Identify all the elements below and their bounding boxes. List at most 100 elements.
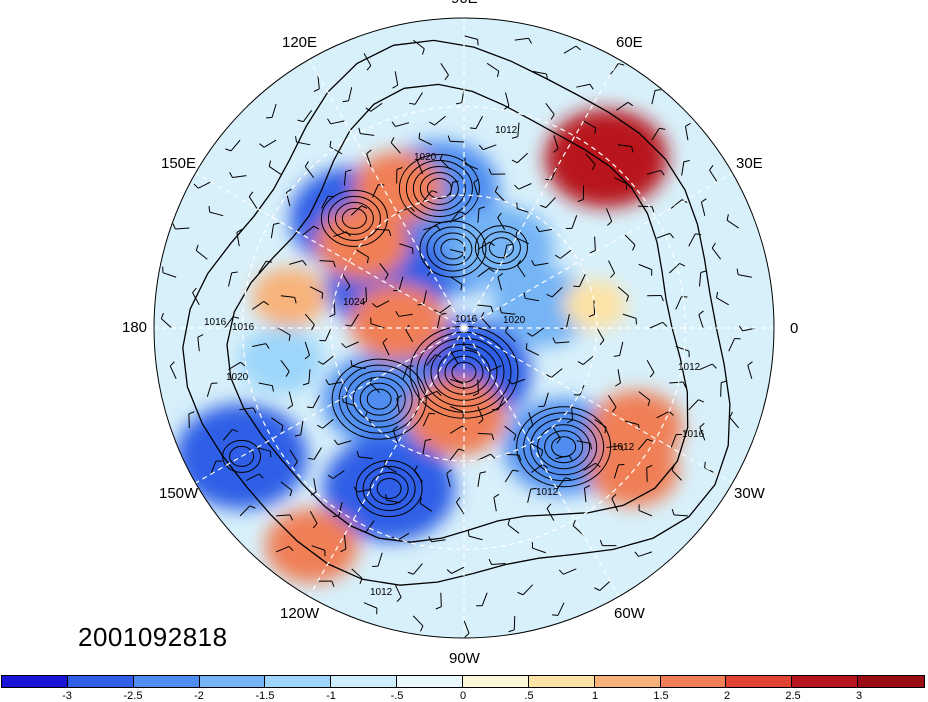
wind-barb-176 bbox=[606, 445, 624, 452]
contour-label-4: 1020 bbox=[503, 315, 526, 326]
wind-barb-288 bbox=[499, 306, 516, 315]
wind-barb-132 bbox=[360, 520, 375, 533]
wind-barb-104 bbox=[646, 464, 653, 482]
wind-barb-170 bbox=[419, 497, 432, 512]
wind-barb-66 bbox=[599, 539, 617, 547]
wind-barb-297 bbox=[472, 379, 479, 397]
contour-label-6: 1016 bbox=[204, 317, 227, 328]
contour-label-11: 1012 bbox=[678, 362, 701, 373]
wind-barb-63 bbox=[476, 592, 488, 607]
isobar-ring-2-1 bbox=[440, 238, 466, 260]
contour-label-9: 1016 bbox=[682, 429, 705, 440]
wind-barb-12 bbox=[313, 74, 320, 92]
meridian-10 bbox=[463, 327, 620, 597]
wind-barb-138 bbox=[583, 485, 591, 503]
wind-barb-54 bbox=[197, 334, 204, 352]
wind-barb-39 bbox=[681, 160, 690, 176]
wind-barb-142 bbox=[669, 381, 687, 388]
wind-barb-136 bbox=[507, 518, 520, 534]
wind-barb-286 bbox=[507, 378, 526, 385]
wind-barb-23 bbox=[275, 545, 294, 553]
contour-label-2: 1024 bbox=[343, 297, 366, 308]
wind-barb-68 bbox=[671, 464, 683, 481]
isobar-ring-6-3 bbox=[362, 466, 416, 512]
lon-label-90w: 90W bbox=[449, 650, 480, 667]
wind-barb-21 bbox=[210, 460, 222, 475]
isobar-ring-6-1 bbox=[376, 478, 402, 500]
wind-barb-78 bbox=[583, 120, 597, 134]
isobar-ring-0-3 bbox=[412, 165, 466, 211]
wind-barb-149 bbox=[577, 185, 585, 203]
colorbar bbox=[1, 675, 925, 688]
wind-barb-251 bbox=[477, 206, 485, 223]
isobar-ring-6-4 bbox=[355, 460, 423, 518]
wind-barb-262 bbox=[422, 412, 436, 427]
wind-barb-156 bbox=[366, 149, 372, 168]
wind-barb-186 bbox=[514, 183, 532, 190]
timestamp-label: 2001092818 bbox=[78, 622, 228, 652]
wind-barb-163 bbox=[280, 359, 290, 377]
wind-barb-4 bbox=[684, 122, 691, 141]
wind-barb-53 bbox=[192, 287, 200, 306]
wind-barb-181 bbox=[617, 286, 630, 302]
contour-label-7: 1016 bbox=[232, 322, 255, 333]
wind-barb-300 bbox=[480, 312, 491, 329]
wind-barb-281 bbox=[402, 365, 414, 380]
wind-barb-7 bbox=[563, 45, 581, 54]
wind-barb-31 bbox=[634, 551, 653, 557]
wind-barb-232 bbox=[317, 355, 335, 365]
wind-barb-241 bbox=[530, 442, 544, 457]
colorbar-tick-1: -2.5 bbox=[123, 690, 143, 702]
wind-barb-178 bbox=[638, 391, 651, 407]
meridian-4 bbox=[308, 59, 465, 329]
wind-barb-197 bbox=[304, 313, 315, 331]
wind-barb-105 bbox=[670, 434, 683, 448]
meridian-11 bbox=[463, 327, 733, 484]
wind-barb-182 bbox=[608, 260, 616, 278]
wind-barb-41 bbox=[616, 101, 634, 111]
wind-barb-210 bbox=[555, 455, 573, 462]
wind-barb-113 bbox=[585, 153, 596, 170]
wind-barb-222 bbox=[494, 185, 506, 202]
wind-barb-236 bbox=[392, 425, 399, 444]
wind-barb-261 bbox=[396, 395, 403, 413]
wind-barb-8 bbox=[514, 37, 532, 44]
wind-barb-155 bbox=[390, 137, 401, 154]
wind-barb-167 bbox=[327, 470, 345, 479]
wind-barb-52 bbox=[195, 244, 208, 260]
wind-barb-131 bbox=[332, 502, 343, 518]
wind-barb-51 bbox=[208, 206, 224, 217]
wind-barb-50 bbox=[229, 172, 247, 179]
colorbar-segment-6 bbox=[397, 676, 464, 687]
wind-barb-294 bbox=[405, 324, 414, 343]
contour-label-10: 1012 bbox=[536, 487, 559, 498]
wind-barb-240 bbox=[505, 453, 522, 461]
wind-barb-229 bbox=[342, 273, 351, 291]
wind-barb-207 bbox=[477, 471, 487, 487]
wind-barb-34 bbox=[729, 411, 740, 429]
meridian-2 bbox=[463, 59, 620, 329]
wind-barb-189 bbox=[439, 153, 451, 170]
wind-barb-268 bbox=[545, 368, 563, 378]
wind-barb-2 bbox=[726, 214, 739, 229]
wind-barb-266 bbox=[528, 412, 534, 430]
wind-barb-220 bbox=[535, 226, 553, 233]
isobar-ring-5-6 bbox=[331, 358, 427, 440]
wind-barb-14 bbox=[225, 139, 241, 152]
wind-barb-96 bbox=[340, 535, 347, 553]
wind-barb-282 bbox=[423, 390, 442, 398]
colorbar-segment-11 bbox=[726, 676, 793, 687]
lon-label-30e: 30E bbox=[736, 155, 763, 172]
wind-barb-44 bbox=[486, 62, 500, 78]
wind-barb-206 bbox=[446, 469, 452, 487]
wind-barb-99 bbox=[446, 566, 465, 574]
isobar-ring-0-2 bbox=[419, 171, 459, 205]
wind-barb-124 bbox=[258, 260, 273, 274]
wind-barb-203 bbox=[356, 450, 373, 460]
wind-barb-252 bbox=[449, 211, 465, 223]
wind-barb-247 bbox=[546, 286, 563, 298]
wind-barb-272 bbox=[516, 259, 526, 278]
wind-barb-250 bbox=[497, 212, 506, 231]
colorbar-tick-2: -2 bbox=[194, 690, 204, 702]
wind-barb-253 bbox=[423, 225, 441, 231]
